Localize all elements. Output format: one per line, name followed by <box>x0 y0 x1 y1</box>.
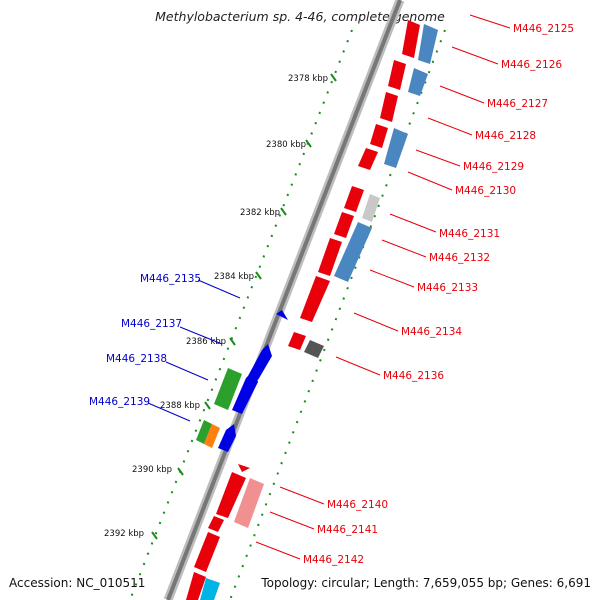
leader-line <box>353 312 399 332</box>
reverse-strand-features <box>196 310 288 452</box>
leader-line <box>165 361 209 381</box>
tick-mark <box>204 401 211 410</box>
forward-gene[interactable] <box>318 238 342 276</box>
cds-bar[interactable] <box>200 578 220 600</box>
reverse-gene[interactable] <box>218 424 236 452</box>
gene-label[interactable]: M446_2138 <box>106 353 167 365</box>
forward-gene[interactable] <box>388 60 406 90</box>
genome-summary: Topology: circular; Length: 7,659,055 bp… <box>261 576 591 590</box>
reverse-gene[interactable] <box>276 310 288 320</box>
forward-gene[interactable] <box>300 276 330 322</box>
cds-bar[interactable] <box>384 128 408 168</box>
gene-label[interactable]: M446_2125 <box>513 23 574 35</box>
reverse-cds[interactable] <box>214 368 242 410</box>
forward-gene[interactable] <box>334 212 354 238</box>
forward-gene[interactable] <box>370 124 388 148</box>
gene-label[interactable]: M446_2131 <box>439 228 500 240</box>
gene-label[interactable]: M446_2128 <box>475 130 536 142</box>
tick-label: 2382 kbp <box>240 208 280 218</box>
gene-label[interactable]: M446_2142 <box>303 554 364 566</box>
tick-label: 2384 kbp <box>214 272 254 282</box>
cds-bar[interactable] <box>408 68 428 96</box>
outer-tick-track <box>229 29 446 600</box>
gene-label[interactable]: M446_2136 <box>383 370 444 382</box>
gene-label[interactable]: M446_2135 <box>140 273 201 285</box>
leader-line <box>407 171 453 191</box>
backbone-core <box>166 0 402 600</box>
gene-label[interactable]: M446_2141 <box>317 524 378 536</box>
forward-gene[interactable] <box>380 92 398 122</box>
genome-title: Methylobacterium sp. 4-46, complete geno… <box>155 9 445 24</box>
forward-leader-lines <box>255 14 511 560</box>
forward-gene-labels: M446_2125 M446_2126 M446_2127 M446_2128 … <box>303 23 574 566</box>
cds-bar[interactable] <box>304 340 324 358</box>
forward-strand-features <box>186 20 438 600</box>
gene-label[interactable]: M446_2129 <box>463 161 524 173</box>
tick-mark <box>255 271 262 280</box>
reverse-leader-lines <box>147 279 241 422</box>
leader-line <box>255 541 301 560</box>
gene-label[interactable]: M446_2127 <box>487 98 548 110</box>
tick-label: 2390 kbp <box>132 465 172 475</box>
tick-label: 2386 kbp <box>186 337 226 347</box>
cds-bar[interactable] <box>418 24 438 64</box>
forward-gene[interactable] <box>238 464 250 472</box>
gene-label[interactable]: M446_2130 <box>455 185 516 197</box>
leader-line <box>179 326 223 345</box>
cds-bar[interactable] <box>362 194 380 222</box>
reverse-cds[interactable] <box>196 420 212 444</box>
accession-label: Accession: NC_010511 <box>9 576 146 590</box>
tick-mark <box>330 73 337 82</box>
gene-label[interactable]: M446_2139 <box>89 396 150 408</box>
tick-mark <box>305 139 312 148</box>
leader-line <box>451 46 499 65</box>
tick-mark <box>280 207 287 216</box>
leader-line <box>389 213 437 233</box>
leader-line <box>469 14 511 29</box>
forward-gene[interactable] <box>358 148 378 170</box>
reverse-gene[interactable] <box>232 370 258 414</box>
gene-label[interactable]: M446_2137 <box>121 318 182 330</box>
forward-gene[interactable] <box>216 472 246 518</box>
leader-line <box>415 149 461 167</box>
leader-line <box>279 486 325 505</box>
forward-gene[interactable] <box>208 516 224 532</box>
leader-line <box>381 239 427 258</box>
tick-label: 2380 kbp <box>266 140 306 150</box>
tick-label: 2378 kbp <box>288 74 328 84</box>
leader-line <box>269 511 315 530</box>
forward-gene[interactable] <box>186 572 206 600</box>
tick-label: 2392 kbp <box>104 529 144 539</box>
tick-label: 2388 kbp <box>160 401 200 411</box>
gene-label[interactable]: M446_2134 <box>401 326 462 338</box>
tick-mark <box>151 531 158 540</box>
reverse-gene-labels: M446_2135 M446_2137 M446_2138 M446_2139 <box>89 273 201 408</box>
leader-line <box>197 279 241 299</box>
gene-label[interactable]: M446_2140 <box>327 499 388 511</box>
tick-mark <box>177 467 184 476</box>
tick-mark <box>229 337 236 346</box>
forward-gene[interactable] <box>194 532 220 572</box>
forward-gene[interactable] <box>344 186 364 212</box>
leader-line <box>427 117 473 136</box>
leader-line <box>439 85 485 104</box>
forward-gene[interactable] <box>288 332 306 350</box>
cds-bar[interactable] <box>234 478 264 528</box>
leader-line <box>147 402 191 422</box>
leader-line <box>335 356 381 376</box>
reverse-cds[interactable] <box>204 424 220 448</box>
gene-label[interactable]: M446_2126 <box>501 59 562 71</box>
cds-bar[interactable] <box>334 222 372 282</box>
forward-gene[interactable] <box>402 20 420 58</box>
gene-label[interactable]: M446_2132 <box>429 252 490 264</box>
tick-marks: 2378 kbp 2380 kbp 2382 kbp 2384 kbp 2386… <box>104 73 337 540</box>
leader-line <box>369 269 415 288</box>
gene-label[interactable]: M446_2133 <box>417 282 478 294</box>
